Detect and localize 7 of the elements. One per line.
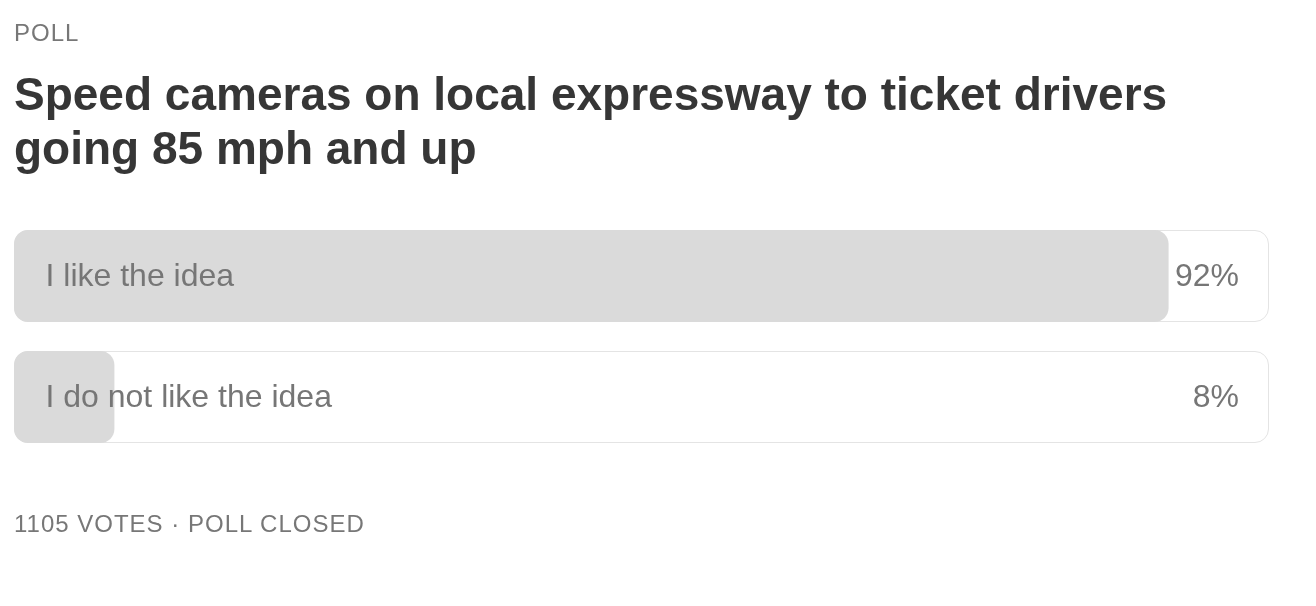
chart-title: Speed cameras on local expressway to ticket drivers going 85 mph and up — [14, 67, 1169, 175]
data-label: 92% — [1174, 256, 1239, 293]
chart-subtitle: POLL — [14, 19, 80, 46]
y-tick-label: I do not like the idea — [45, 378, 333, 415]
data-label: 8% — [1192, 378, 1239, 415]
text: 1105 VOTES · POLL CLOSED — [14, 510, 365, 537]
y-tick-label: I like the idea — [45, 256, 235, 293]
